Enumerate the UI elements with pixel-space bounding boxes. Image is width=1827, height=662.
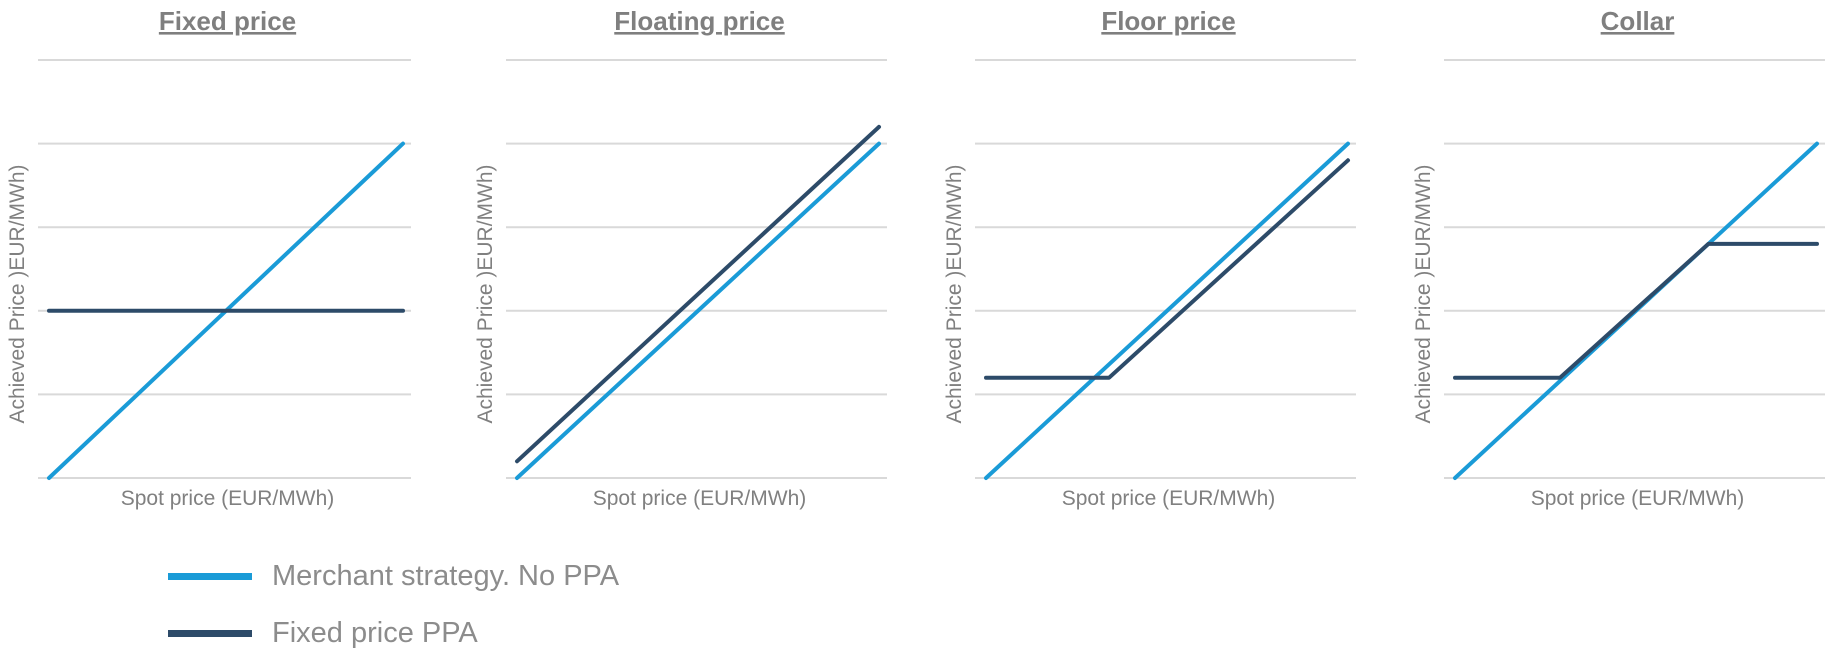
chart-panel-2: Floating price Spot price (EUR/MWh) Achiev… [474, 6, 887, 510]
legend-swatch-merchant [168, 573, 252, 580]
merchant-line [515, 141, 881, 480]
y-axis-label: Achieved Price )EUR/MWh) [943, 164, 966, 423]
chart-panel-4: Collar Spot price (EUR/MWh) Achieved Price… [1412, 6, 1825, 510]
legend-label-merchant: Merchant strategy. No PPA [272, 560, 620, 592]
ppa-line [515, 124, 881, 464]
chart-legend: Merchant strategy. No PPA Fixed price PP… [168, 548, 619, 662]
legend-item-merchant: Merchant strategy. No PPA [168, 548, 619, 605]
ppa-charts: Fixed price Spot price (EUR/MWh) Achieved … [6, 6, 1825, 510]
ppa-line [984, 158, 1350, 380]
x-axis-label: Spot price (EUR/MWh) [593, 487, 807, 510]
chart-panel-3: Floor price Spot price (EUR/MWh) Achieved … [943, 6, 1356, 510]
y-axis-label: Achieved Price )EUR/MWh) [474, 164, 497, 423]
ppa-line [1453, 241, 1819, 380]
legend-label-ppa: Fixed price PPA [272, 617, 478, 649]
x-axis-label: Spot price (EUR/MWh) [121, 487, 335, 510]
chart-title: Fixed price [159, 6, 296, 36]
x-axis-label: Spot price (EUR/MWh) [1062, 487, 1276, 510]
chart-panel-1: Fixed price Spot price (EUR/MWh) Achieved … [6, 6, 411, 510]
merchant-line [984, 141, 1350, 480]
y-axis-label: Achieved Price )EUR/MWh) [6, 164, 29, 423]
legend-swatch-ppa [168, 630, 252, 637]
chart-title: Floating price [614, 6, 784, 36]
legend-item-ppa: Fixed price PPA [168, 605, 619, 662]
y-axis-label: Achieved Price )EUR/MWh) [1412, 164, 1435, 423]
chart-title: Collar [1601, 6, 1675, 36]
x-axis-label: Spot price (EUR/MWh) [1531, 487, 1745, 510]
chart-title: Floor price [1101, 6, 1235, 36]
